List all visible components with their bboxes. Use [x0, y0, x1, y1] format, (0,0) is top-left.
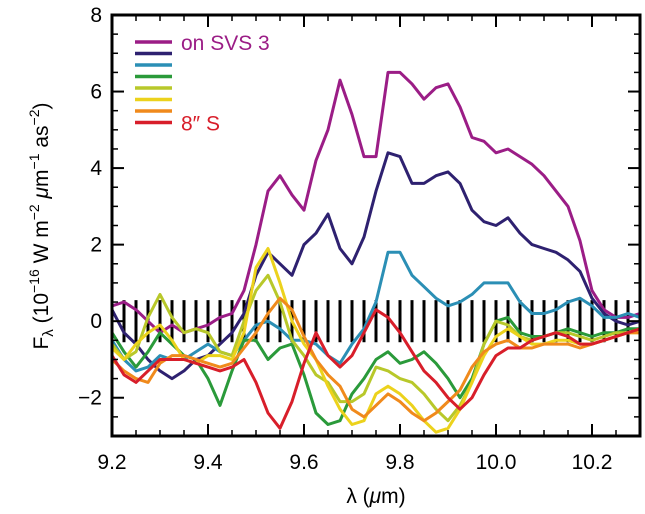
y-tick-label: 6 [90, 81, 102, 104]
legend-label-last: 8″ S [181, 113, 220, 136]
series-line-2 [112, 250, 640, 373]
y-tick-label: 8 [90, 4, 102, 27]
y-tick-label: 0 [90, 310, 102, 333]
legend: on SVS 3 8″ S [135, 32, 270, 136]
y-tick-label: 4 [90, 157, 102, 180]
legend-label-first: on SVS 3 [181, 32, 270, 55]
y-tick-label: −2 [78, 387, 102, 410]
x-tick-label: 9.6 [289, 451, 318, 474]
y-axis-tick-labels: −2 0 2 4 6 8 [78, 4, 102, 410]
series-line-7 [112, 308, 640, 430]
y-axis-title: Fλ (10−16 W m−2 μm−1 as−2) [26, 102, 57, 349]
x-tick-label: 9.2 [97, 451, 126, 474]
series-line-6 [112, 296, 640, 423]
x-axis-tick-labels: 9.2 9.4 9.6 9.8 10.0 10.2 [97, 451, 612, 474]
series-line-1 [112, 151, 640, 381]
x-axis-title: λ (μm) [346, 485, 405, 508]
x-tick-label: 9.4 [193, 451, 223, 474]
series-lines [112, 70, 640, 434]
x-tick-label: 9.8 [385, 451, 414, 474]
x-tick-label: 10.0 [476, 451, 517, 474]
x-axis-ticks [111, 15, 617, 436]
svg-text:Fλ (10−16 W m−2 μm−1 as−2): Fλ (10−16 W m−2 μm−1 as−2) [26, 102, 57, 349]
series-line-0 [112, 70, 640, 335]
y-axis-ticks [112, 14, 640, 418]
x-tick-label: 10.2 [572, 451, 613, 474]
y-tick-label: 2 [90, 234, 102, 257]
